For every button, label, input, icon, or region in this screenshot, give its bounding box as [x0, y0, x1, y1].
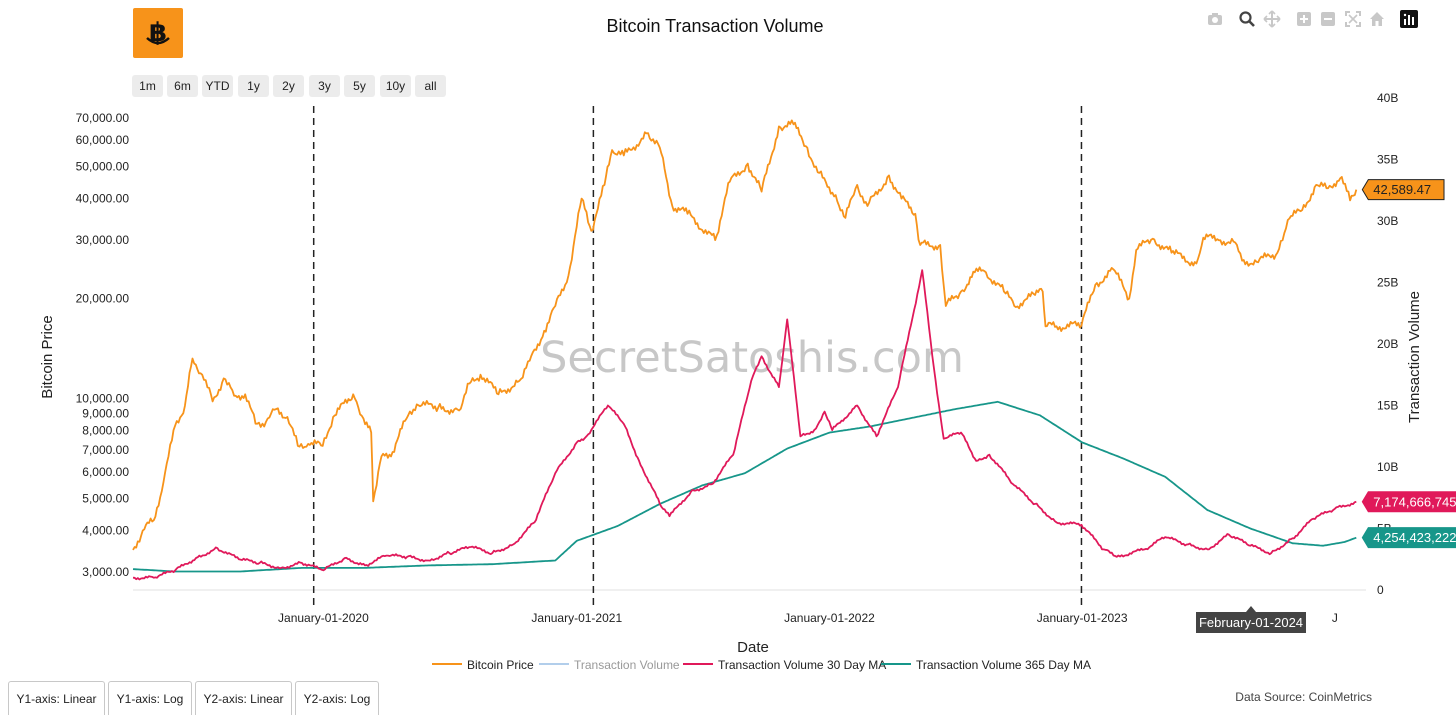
chart-title: Bitcoin Transaction Volume	[606, 16, 824, 36]
legend-item-transaction-volume-365d-ma[interactable]: Transaction Volume 365 Day MA	[916, 658, 1091, 672]
end-labels: 42,589.47 7,174,666,745.28 4,254,423,222.9…	[1361, 179, 1456, 549]
y1-axis-title: Bitcoin Price	[39, 315, 56, 398]
y2-log-button[interactable]: Y2-axis: Log	[295, 681, 379, 715]
y2-tick-label: 15B	[1377, 399, 1398, 413]
y2-tick-label: 40B	[1377, 91, 1398, 105]
legend: Bitcoin Price Transaction Volume Transacti…	[432, 658, 1091, 672]
end-label-ma30-text: 7,174,666,745.28	[1373, 494, 1456, 509]
y1-tick-label: 20,000.00	[76, 292, 130, 306]
series-line-bitcoin-price	[132, 119, 1358, 551]
y1-tick-label: 70,000.00	[76, 111, 130, 125]
y1-tick-label: 3,000.00	[82, 565, 129, 579]
y2-tick-label: 30B	[1377, 214, 1398, 228]
y1-tick-labels: 3,000.00 4,000.00 5,000.00 6,000.00 7,000.00…	[76, 111, 130, 579]
range-button-ytd[interactable]: YTD	[202, 75, 233, 97]
y1-tick-label: 5,000.00	[82, 491, 129, 505]
x-axis-title: Date	[737, 639, 769, 656]
data-source: Data Source: CoinMetrics	[1235, 690, 1372, 704]
zoom-out-icon[interactable]	[1319, 10, 1337, 28]
hover-label-pointer	[1246, 606, 1256, 612]
y1-tick-label: 10,000.00	[76, 392, 130, 406]
y1-tick-label: 40,000.00	[76, 192, 130, 206]
x-tick-label: January-01-2020	[278, 611, 369, 625]
y2-tick-label: 20B	[1377, 337, 1398, 351]
x-tick-label: January-01-2023	[1037, 611, 1128, 625]
hover-date-label: February-01-2024	[1196, 606, 1306, 633]
zoom-icon[interactable]	[1238, 10, 1256, 28]
zoom-in-icon[interactable]	[1295, 10, 1313, 28]
hover-label-box	[1196, 612, 1306, 633]
bitcoin-logo-icon: ฿	[146, 18, 170, 48]
x-tick-label: January-01-2021	[531, 611, 622, 625]
modebar	[1200, 10, 1430, 28]
y1-tick-label: 4,000.00	[82, 524, 129, 538]
y1-tick-label: 7,000.00	[82, 443, 129, 457]
end-label-ma365-box	[1361, 527, 1456, 549]
legend-item-transaction-volume-30d-ma[interactable]: Transaction Volume 30 Day MA	[718, 658, 886, 672]
y2-tick-label: 0	[1377, 583, 1384, 597]
x-tick-label: January-01-2022	[784, 611, 875, 625]
series-layer	[132, 119, 1358, 581]
y2-tick-label: 25B	[1377, 276, 1398, 290]
y2-tick-label: 10B	[1377, 460, 1398, 474]
watermark: SecretSatoshis.com	[540, 333, 964, 383]
x-tick-label: J	[1332, 611, 1338, 625]
series-line-transaction-volume-30d-ma	[132, 269, 1357, 581]
y1-tick-label: 30,000.00	[76, 233, 130, 247]
camera-icon[interactable]	[1206, 10, 1224, 28]
y1-tick-label: 50,000.00	[76, 159, 130, 173]
y1-tick-label: 6,000.00	[82, 465, 129, 479]
hover-label-text: February-01-2024	[1199, 615, 1303, 630]
autoscale-icon[interactable]	[1344, 10, 1362, 28]
series-line-transaction-volume-365d-ma	[132, 400, 1357, 573]
x-tick-labels: January-01-2020 January-01-2021 January-01…	[278, 611, 1338, 625]
range-button-3y[interactable]: 3y	[309, 75, 340, 97]
pan-icon[interactable]	[1263, 10, 1281, 28]
y1-log-button[interactable]: Y1-axis: Log	[108, 681, 192, 715]
end-label-ma365-text: 4,254,423,222.91	[1373, 530, 1456, 545]
y1-tick-label: 60,000.00	[76, 133, 130, 147]
bitcoin-logo: ฿	[133, 8, 183, 58]
range-button-1m[interactable]: 1m	[132, 75, 163, 97]
legend-item-bitcoin-price[interactable]: Bitcoin Price	[467, 658, 534, 672]
y2-tick-label: 35B	[1377, 153, 1398, 167]
y1-tick-label: 8,000.00	[82, 424, 129, 438]
range-button-all[interactable]: all	[415, 75, 446, 97]
range-button-5y[interactable]: 5y	[344, 75, 375, 97]
y2-axis-title: Transaction Volume	[1406, 291, 1423, 423]
range-button-2y[interactable]: 2y	[273, 75, 304, 97]
range-button-10y[interactable]: 10y	[380, 75, 411, 97]
end-label-price-box	[1361, 179, 1445, 201]
y2-tick-labels: 05B10B15B20B25B30B35B40B	[1377, 91, 1398, 597]
y1-tick-label: 9,000.00	[82, 407, 129, 421]
end-label-ma30-box	[1361, 491, 1456, 513]
y2-linear-button[interactable]: Y2-axis: Linear	[195, 681, 292, 715]
legend-item-transaction-volume[interactable]: Transaction Volume	[574, 658, 680, 672]
svg-text:฿: ฿	[149, 18, 167, 48]
range-button-6m[interactable]: 6m	[167, 75, 198, 97]
home-icon[interactable]	[1368, 10, 1386, 28]
end-label-price-text: 42,589.47	[1373, 182, 1431, 197]
y1-linear-button[interactable]: Y1-axis: Linear	[8, 681, 105, 715]
plotly-logo-icon[interactable]	[1400, 10, 1418, 28]
range-button-1y[interactable]: 1y	[238, 75, 269, 97]
